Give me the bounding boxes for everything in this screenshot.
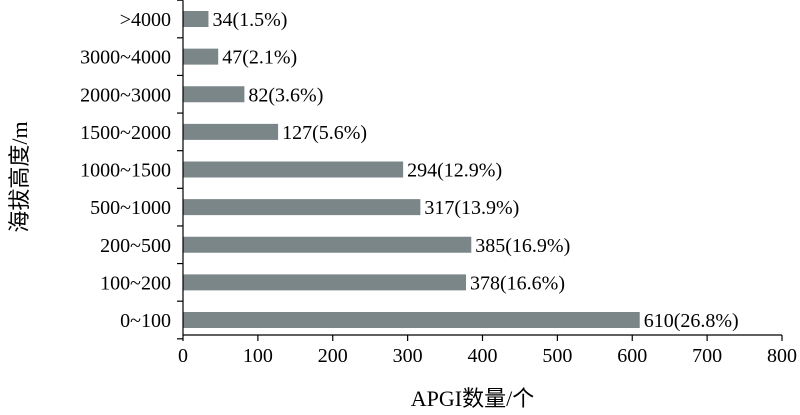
data-label-3: 385(16.9%) (475, 235, 570, 257)
bar-3 (183, 236, 472, 253)
bar-7 (183, 86, 245, 103)
bar-2 (183, 274, 467, 291)
x-tick-label-500: 500 (542, 345, 572, 367)
data-label-8: 47(2.1%) (222, 47, 297, 69)
x-tick-label-600: 600 (617, 345, 647, 367)
category-label-4: 500~1000 (90, 197, 171, 219)
bar-4 (183, 199, 421, 216)
category-label-7: 2000~3000 (80, 84, 171, 106)
bar-8 (183, 48, 219, 65)
category-label-3: 200~500 (100, 235, 171, 257)
data-labels-layer: 610(26.8%) 378(16.6%) 385(16.9%) 317(13.9%)… (212, 9, 738, 332)
bar-1 (183, 312, 640, 328)
bar-5 (183, 161, 404, 178)
x-tick-label-300: 300 (393, 345, 423, 367)
category-label-9: >4000 (120, 9, 171, 31)
y-axis-title: 海拔高度/m (7, 121, 32, 232)
data-label-5: 294(12.9%) (407, 160, 502, 182)
category-label-2: 100~200 (100, 272, 171, 294)
category-label-6: 1500~2000 (80, 122, 171, 144)
data-label-4: 317(13.9%) (424, 197, 519, 219)
x-tick-label-100: 100 (243, 345, 273, 367)
bars-layer (183, 11, 640, 328)
x-ticks-layer: 0 100 200 300 400 500 600 700 800 (177, 0, 797, 367)
data-label-7: 82(3.6%) (248, 84, 323, 106)
data-label-6: 127(5.6%) (282, 122, 367, 144)
data-label-9: 34(1.5%) (212, 9, 287, 31)
x-tick-label-400: 400 (468, 345, 498, 367)
x-tick-label-0: 0 (178, 345, 188, 367)
bar-9 (183, 11, 209, 27)
category-label-1: 0~100 (120, 310, 171, 332)
category-label-5: 1000~1500 (80, 160, 171, 182)
category-labels-layer: 0~100 100~200 200~500 500~1000 1000~1500 1500… (80, 9, 171, 332)
bar-6 (183, 123, 279, 140)
data-label-2: 378(16.6%) (470, 272, 565, 294)
x-tick-label-700: 700 (692, 345, 722, 367)
category-label-8: 3000~4000 (80, 47, 171, 69)
x-axis-title: APGI数量/个 (411, 386, 534, 411)
x-tick-label-800: 800 (767, 345, 797, 367)
x-tick-label-200: 200 (318, 345, 348, 367)
data-label-1: 610(26.8%) (644, 310, 739, 332)
